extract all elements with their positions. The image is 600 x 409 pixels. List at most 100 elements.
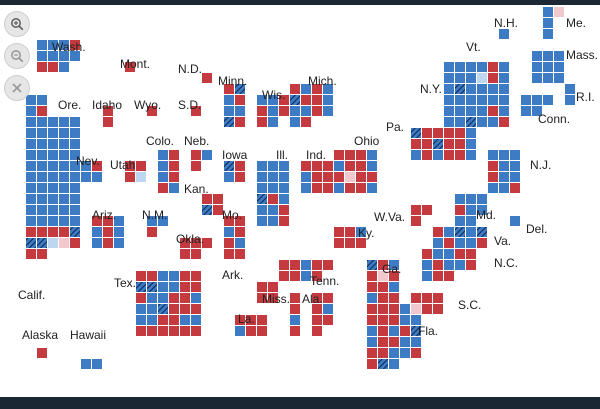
district-cell[interactable] [235,117,245,127]
district-cell[interactable] [48,172,58,182]
district-cell[interactable] [224,238,234,248]
district-cell[interactable] [312,172,322,182]
district-cell[interactable] [191,282,201,292]
state-n-c[interactable] [422,249,476,281]
district-cell[interactable] [532,106,542,116]
zoom-out-button[interactable] [4,43,30,69]
district-cell[interactable] [466,84,476,94]
district-cell[interactable] [257,106,267,116]
district-cell[interactable] [367,282,377,292]
district-cell[interactable] [70,139,80,149]
district-cell[interactable] [257,216,267,226]
district-cell[interactable] [48,128,58,138]
district-cell[interactable] [455,117,465,127]
district-cell[interactable] [389,337,399,347]
district-cell[interactable] [257,315,267,325]
district-cell[interactable] [169,183,179,193]
district-cell[interactable] [279,172,289,182]
district-cell[interactable] [455,194,465,204]
district-cell[interactable] [323,95,333,105]
district-cell[interactable] [433,227,443,237]
district-cell[interactable] [158,304,168,314]
district-cell[interactable] [411,139,421,149]
district-cell[interactable] [158,326,168,336]
district-cell[interactable] [213,194,223,204]
district-cell[interactable] [26,161,36,171]
district-cell[interactable] [26,139,36,149]
state-md[interactable] [455,194,487,226]
district-cell[interactable] [499,73,509,83]
district-cell[interactable] [499,183,509,193]
district-cell[interactable] [136,271,146,281]
district-cell[interactable] [411,326,421,336]
district-cell[interactable] [312,84,322,94]
district-cell[interactable] [389,260,399,270]
state-n-d[interactable] [202,73,212,83]
district-cell[interactable] [59,62,69,72]
district-cell[interactable] [279,183,289,193]
district-cell[interactable] [279,95,289,105]
state-idaho[interactable] [103,106,113,127]
district-cell[interactable] [37,238,47,248]
district-cell[interactable] [455,216,465,226]
district-cell[interactable] [268,161,278,171]
district-cell[interactable] [510,216,520,226]
district-cell[interactable] [147,326,157,336]
district-cell[interactable] [444,73,454,83]
district-cell[interactable] [499,95,509,105]
district-cell[interactable] [367,337,377,347]
district-cell[interactable] [532,95,542,105]
district-cell[interactable] [224,161,234,171]
district-cell[interactable] [125,62,135,72]
district-cell[interactable] [466,117,476,127]
district-cell[interactable] [466,205,476,215]
district-cell[interactable] [70,238,80,248]
state-ky[interactable] [334,227,366,248]
district-cell[interactable] [37,205,47,215]
district-cell[interactable] [202,150,212,160]
district-cell[interactable] [37,106,47,116]
district-cell[interactable] [301,183,311,193]
district-cell[interactable] [422,271,432,281]
district-cell[interactable] [323,293,333,303]
district-cell[interactable] [378,293,388,303]
district-cell[interactable] [323,84,333,94]
district-cell[interactable] [389,326,399,336]
district-cell[interactable] [279,205,289,215]
district-cell[interactable] [147,315,157,325]
district-cell[interactable] [290,95,300,105]
state-n-h[interactable] [543,18,553,39]
district-cell[interactable] [70,183,80,193]
district-cell[interactable] [367,359,377,369]
district-cell[interactable] [125,161,135,171]
district-cell[interactable] [323,161,333,171]
district-cell[interactable] [455,84,465,94]
district-cell[interactable] [191,161,201,171]
district-cell[interactable] [268,205,278,215]
state-n-y[interactable] [444,62,509,138]
district-cell[interactable] [59,172,69,182]
district-cell[interactable] [455,139,465,149]
district-cell[interactable] [48,194,58,204]
district-cell[interactable] [488,172,498,182]
district-cell[interactable] [257,326,267,336]
district-cell[interactable] [26,128,36,138]
district-cell[interactable] [191,304,201,314]
state-n-j[interactable] [488,150,520,193]
district-cell[interactable] [59,161,69,171]
district-cell[interactable] [70,161,80,171]
district-cell[interactable] [81,359,91,369]
state-miss[interactable] [290,293,300,336]
district-cell[interactable] [367,326,377,336]
district-cell[interactable] [224,227,234,237]
district-cell[interactable] [290,84,300,94]
district-cell[interactable] [378,282,388,292]
district-cell[interactable] [235,161,245,171]
district-cell[interactable] [37,194,47,204]
district-cell[interactable] [367,348,377,358]
district-cell[interactable] [202,205,212,215]
district-cell[interactable] [158,315,168,325]
district-cell[interactable] [103,238,113,248]
district-cell[interactable] [477,95,487,105]
district-cell[interactable] [345,238,355,248]
